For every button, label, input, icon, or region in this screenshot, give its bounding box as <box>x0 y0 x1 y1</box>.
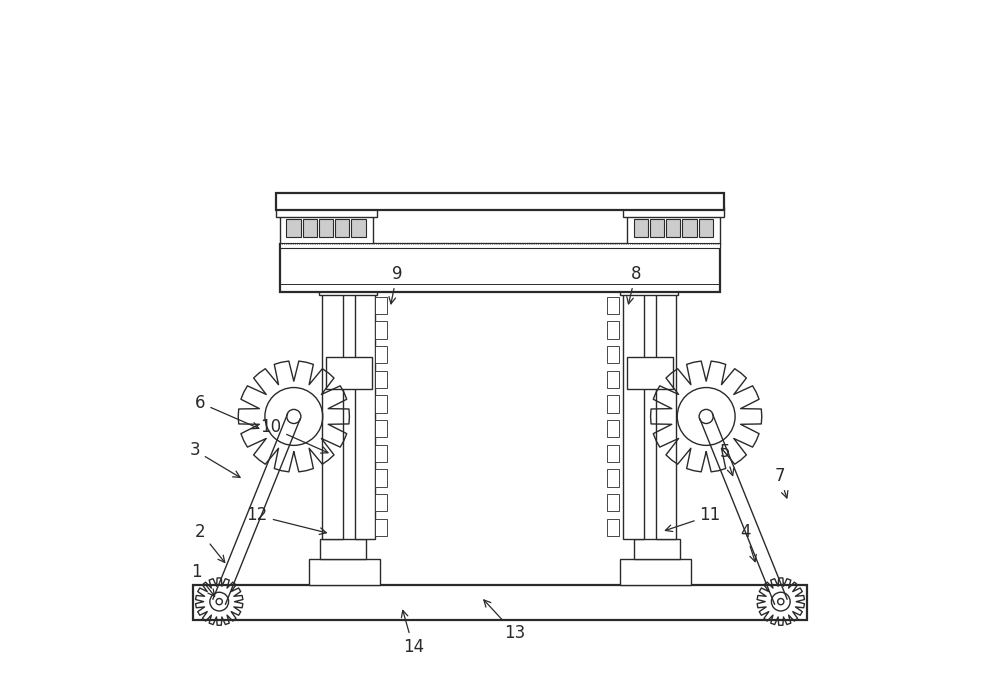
Text: 12: 12 <box>247 507 326 535</box>
Bar <box>326 357 372 390</box>
Bar <box>285 205 368 210</box>
Bar <box>322 291 343 539</box>
Bar <box>623 207 724 217</box>
Bar <box>375 519 387 536</box>
Text: 8: 8 <box>627 265 641 304</box>
Bar <box>351 219 366 238</box>
Bar <box>375 469 387 487</box>
Bar <box>286 219 301 238</box>
Text: 5: 5 <box>720 443 734 475</box>
Bar <box>623 291 644 539</box>
Bar <box>620 280 678 295</box>
Text: 4: 4 <box>740 523 756 562</box>
Bar <box>607 420 619 437</box>
Bar <box>607 370 619 388</box>
Bar <box>634 219 648 238</box>
Text: 3: 3 <box>189 441 240 477</box>
Text: 14: 14 <box>401 610 424 656</box>
Bar <box>375 297 387 314</box>
Bar <box>650 219 664 238</box>
Bar <box>280 243 720 249</box>
Bar <box>319 280 377 295</box>
Bar <box>276 193 724 210</box>
Bar <box>375 321 387 338</box>
Bar <box>607 519 619 536</box>
Bar <box>280 210 373 244</box>
Bar <box>656 291 676 539</box>
Text: 2: 2 <box>195 523 225 563</box>
Bar <box>335 219 349 238</box>
Bar <box>375 370 387 388</box>
Bar <box>620 559 691 585</box>
Bar <box>303 219 317 238</box>
Bar <box>375 346 387 363</box>
Bar <box>355 291 375 539</box>
Text: 9: 9 <box>389 265 402 304</box>
Bar <box>276 207 377 217</box>
Bar <box>607 346 619 363</box>
Bar <box>309 559 380 585</box>
Bar <box>607 494 619 511</box>
Bar <box>375 396 387 413</box>
Text: 10: 10 <box>260 418 328 453</box>
Bar <box>682 219 697 238</box>
Text: 7: 7 <box>774 467 788 498</box>
Bar <box>627 357 673 390</box>
Bar <box>193 585 807 620</box>
Bar <box>280 244 720 291</box>
Bar <box>375 445 387 462</box>
Bar <box>634 539 680 559</box>
Bar <box>607 445 619 462</box>
Bar <box>699 219 713 238</box>
Text: 11: 11 <box>665 507 721 531</box>
Bar <box>607 469 619 487</box>
Bar <box>632 205 715 210</box>
Text: 6: 6 <box>195 394 259 429</box>
Bar <box>607 321 619 338</box>
Bar <box>607 396 619 413</box>
Bar <box>666 219 680 238</box>
Text: 1: 1 <box>191 563 215 597</box>
Bar <box>319 219 333 238</box>
Bar <box>375 420 387 437</box>
Bar <box>375 494 387 511</box>
Bar <box>627 210 720 244</box>
Bar <box>320 539 366 559</box>
Bar <box>607 297 619 314</box>
Text: 13: 13 <box>484 600 526 642</box>
